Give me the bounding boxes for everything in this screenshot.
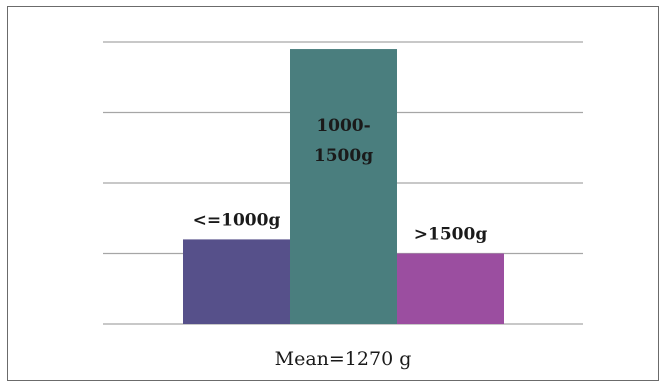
bars — [183, 49, 504, 325]
bar-label-1: 1000-1500g — [314, 116, 373, 166]
bar-label-2: >1500g — [414, 225, 488, 245]
chart-frame: <=1000g 1000-1500g >1500g Mean=1270 g — [7, 6, 659, 381]
bar-chart: <=1000g 1000-1500g >1500g Mean=1270 g — [103, 41, 583, 370]
bar-1 — [290, 49, 397, 325]
bar-2 — [397, 253, 504, 324]
x-axis-label: Mean=1270 g — [275, 348, 412, 370]
bar-labels: <=1000g 1000-1500g >1500g — [193, 116, 488, 244]
bar-label-0: <=1000g — [193, 210, 281, 230]
bar-0 — [183, 239, 290, 324]
